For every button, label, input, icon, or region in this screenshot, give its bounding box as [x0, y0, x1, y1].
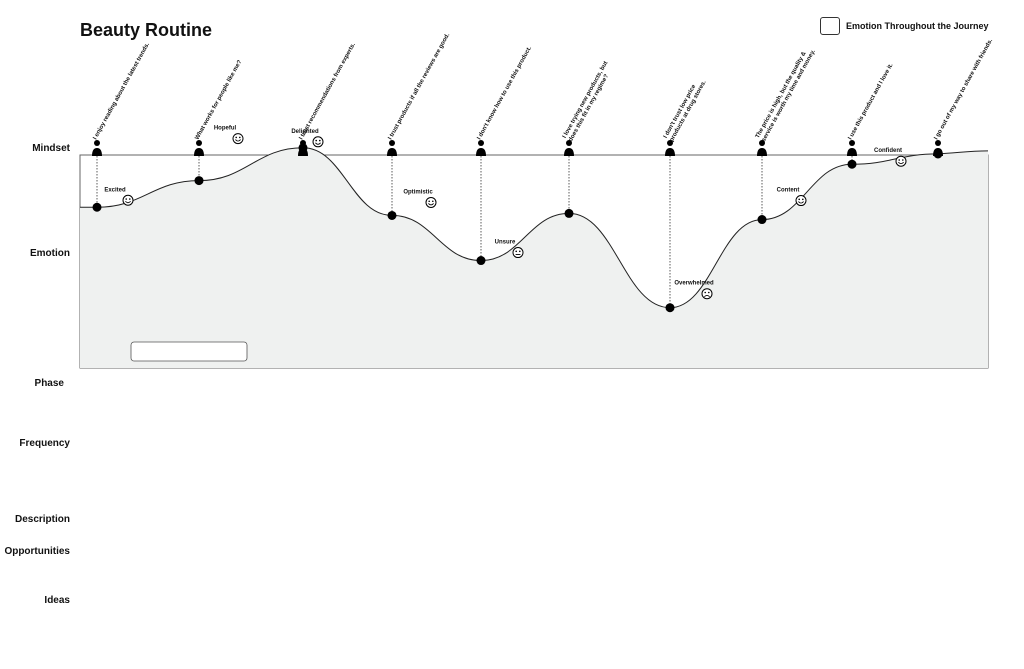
person-icon-head	[389, 140, 395, 146]
face-icon-eye	[902, 159, 904, 161]
face-icon-eye	[515, 250, 517, 253]
face-icon-eye	[129, 198, 131, 200]
mindset-quote: I love trying new products, butdoes this…	[562, 61, 616, 143]
face-icon-mouth	[798, 201, 804, 204]
emotion-area	[80, 147, 988, 368]
emotion-label: Excited	[104, 187, 126, 193]
face-icon-eye	[798, 198, 800, 201]
person-icon-body	[194, 148, 204, 156]
emotion-point	[564, 208, 574, 218]
face-icon-eye	[519, 250, 521, 253]
emotion-label: Hopeful	[214, 126, 237, 132]
row-label-phase: Phase	[34, 378, 64, 389]
emotion-point	[933, 149, 943, 159]
emotion-point	[476, 256, 486, 266]
person-icon-body	[847, 148, 857, 156]
face-icon-eye	[708, 291, 710, 294]
emotion-point	[665, 303, 675, 313]
face-icon-eye	[428, 200, 431, 203]
person-icon-head	[667, 140, 673, 146]
face-icon-eye	[315, 139, 318, 142]
emotion-label: Unsure	[495, 240, 516, 246]
face-icon-eye	[319, 139, 321, 142]
person-icon-body	[92, 148, 102, 156]
face-icon	[232, 133, 244, 145]
face-icon-mouth	[704, 295, 710, 298]
emotion-label: Overwhelmed	[674, 281, 714, 287]
person-icon-body	[476, 148, 486, 156]
face-icon-eye	[239, 136, 241, 139]
mindset-quote: I go out of my way to share with friends…	[934, 38, 995, 141]
emotion-point	[194, 176, 204, 186]
face-icon	[701, 288, 713, 300]
emotion-label: Optimistic	[403, 189, 433, 195]
face-icon-eye	[704, 291, 706, 294]
person-icon-body	[665, 148, 675, 156]
row-label-description: Description	[14, 514, 70, 525]
face-icon	[122, 194, 134, 206]
emotion-point	[387, 210, 397, 220]
person-icon-head	[849, 140, 855, 146]
emotion-label: Content	[777, 188, 800, 194]
person-icon-body	[387, 148, 397, 156]
face-icon-mouth	[235, 139, 241, 142]
person-icon-head	[94, 140, 100, 146]
person-icon-body	[757, 148, 767, 156]
face-icon	[795, 195, 807, 207]
row-label-frequency: Frequency	[19, 438, 70, 449]
row-label-ideas: Ideas	[44, 595, 70, 606]
face-icon-mouth	[315, 142, 321, 145]
emotion-point	[298, 143, 308, 153]
person-icon-head	[935, 140, 941, 146]
face-icon-eye	[802, 198, 804, 201]
person-icon-head	[478, 140, 484, 146]
person-icon-head	[759, 140, 765, 146]
emotion-point	[847, 159, 857, 169]
mindset-quote: I don't know how to use this product.	[477, 45, 534, 141]
emotion-point	[757, 215, 767, 225]
mindset-quote: I enjoy reading about the latest trends.	[93, 42, 152, 141]
mindset-quote: The price is high, but the quality &serv…	[755, 45, 817, 143]
mindset-quote: I trust products if all the reviews are …	[388, 32, 452, 141]
legend-swatch	[820, 17, 840, 35]
row-label-emotion: Emotion	[30, 248, 70, 259]
face-icon-eye	[125, 198, 127, 200]
emotion-label: Delighted	[291, 129, 319, 135]
face-icon-eye	[432, 200, 434, 203]
mindset-quote: I trust recommendations from experts.	[299, 42, 358, 141]
emotion-label: Confident	[874, 148, 902, 154]
emotion-point	[92, 202, 102, 212]
face-icon	[895, 155, 907, 167]
face-icon-eye	[235, 136, 237, 139]
legend: Emotion Throughout the Journey	[820, 17, 989, 35]
legend-label: Emotion Throughout the Journey	[846, 21, 989, 31]
face-icon-mouth	[898, 161, 904, 165]
row-label-mindset: Mindset	[32, 143, 70, 154]
mindset-quote: I don't trust low priceproducts at drug …	[663, 76, 708, 143]
person-icon-head	[196, 140, 202, 146]
person-icon-body	[564, 148, 574, 156]
row-label-opportunities: Opportunities	[4, 546, 70, 557]
face-icon	[312, 136, 324, 148]
face-icon-eye	[898, 159, 900, 161]
face-icon-mouth	[428, 203, 434, 206]
face-icon	[512, 247, 524, 259]
mindset-quote: I use this product and I love it.	[848, 62, 895, 141]
face-icon	[425, 196, 437, 208]
person-icon-head	[566, 140, 572, 146]
face-icon-mouth	[125, 200, 131, 204]
touchpoint-box	[130, 341, 248, 362]
page-title: Beauty Routine	[80, 20, 213, 40]
